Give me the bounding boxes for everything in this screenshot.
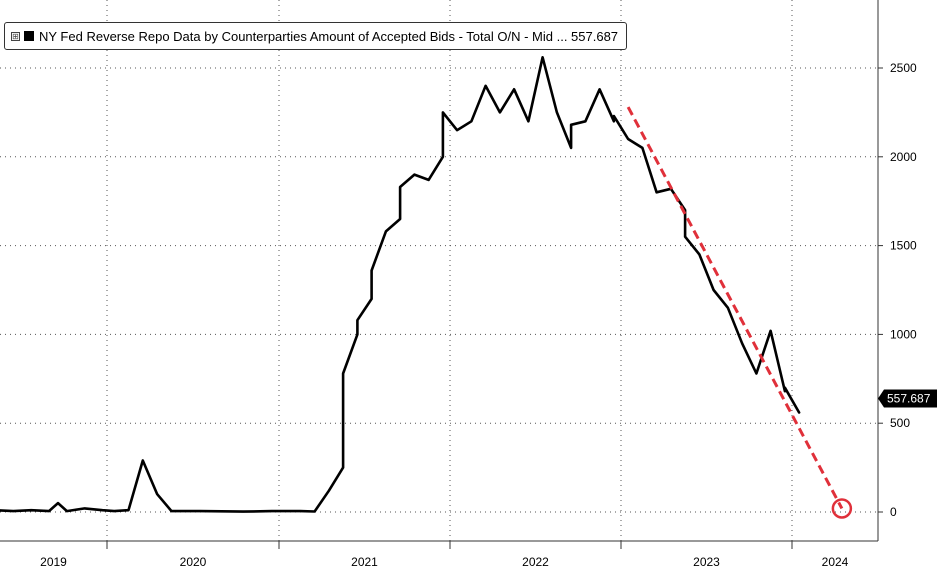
last-value-tag-bg	[878, 389, 937, 408]
gridlines	[0, 0, 878, 541]
trend-projection	[626, 106, 853, 519]
x-tick-label: 2022	[522, 555, 549, 569]
x-tick-label: 2024	[822, 555, 849, 569]
y-tick-label: 0	[890, 505, 897, 519]
last-value-tag: 557.687	[878, 389, 937, 408]
x-tick-label: 2023	[693, 555, 720, 569]
x-tick-label: 2019	[40, 555, 67, 569]
legend-swatch-icon	[24, 31, 34, 41]
y-tick-label: 500	[890, 416, 910, 430]
x-axis: 2019 2020 2021 2022 2023 2024	[0, 540, 878, 569]
legend-toggle-icon[interactable]: ⊞	[11, 31, 20, 41]
y-tick-label: 2500	[890, 61, 917, 75]
legend: ⊞ NY Fed Reverse Repo Data by Counterpar…	[4, 22, 628, 50]
y-tick-label: 1500	[890, 239, 917, 253]
series-line	[0, 56, 801, 513]
x-tick-label: 2020	[180, 555, 207, 569]
y-axis: 0 500 1000 1500 2000 2500	[877, 0, 917, 541]
last-value-tag-label: 557.687	[887, 392, 931, 406]
y-tick-label: 1000	[890, 327, 917, 341]
x-tick-label: 2021	[351, 555, 378, 569]
y-tick-label: 2000	[890, 150, 917, 164]
trend-endpoint-marker	[831, 498, 853, 519]
legend-label: NY Fed Reverse Repo Data by Counterparti…	[39, 28, 619, 44]
trend-line	[626, 106, 844, 510]
